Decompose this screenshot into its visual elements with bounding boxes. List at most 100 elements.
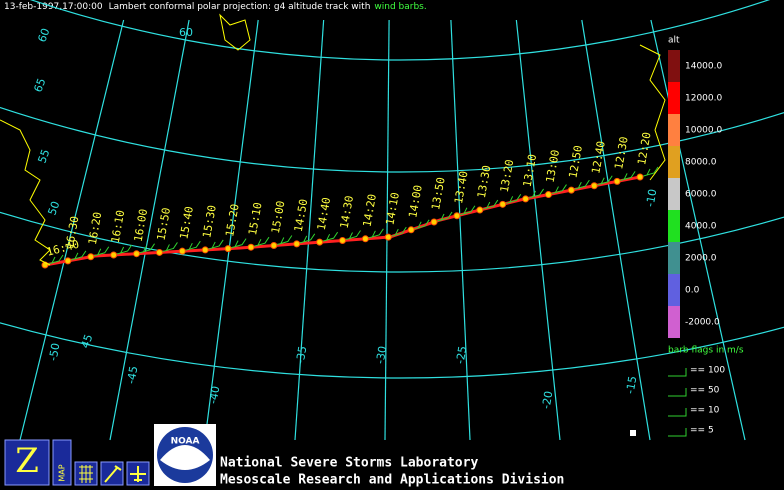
barb-legend-symbol xyxy=(668,388,687,397)
legend-label: 8000.0 xyxy=(685,158,717,168)
wind-barb xyxy=(525,188,544,200)
legend-swatch xyxy=(668,178,680,210)
track-time: 15:10 xyxy=(246,201,265,236)
wind-barb xyxy=(273,235,293,246)
logo-bird xyxy=(160,445,210,470)
track-time: 15:40 xyxy=(177,205,196,240)
track-time: 14:00 xyxy=(406,184,425,219)
legend-swatch xyxy=(668,146,680,178)
legend-label: 2000.0 xyxy=(685,254,717,264)
wind-barb xyxy=(182,240,201,252)
latitude-label: 45 xyxy=(78,332,95,350)
barb-legend-label: == 10 xyxy=(690,406,720,416)
wind-barb xyxy=(571,179,590,191)
toolbar: Z MAP xyxy=(4,439,150,486)
wind-barb xyxy=(502,194,522,205)
legend-label: 10000.0 xyxy=(685,126,722,136)
wind-barb xyxy=(342,230,361,241)
track-time: 13:30 xyxy=(475,164,494,199)
track-time: 16:30 xyxy=(63,215,82,250)
track-point xyxy=(201,246,209,254)
wind-barb xyxy=(411,219,430,231)
tool-icon xyxy=(104,465,122,483)
coastlines xyxy=(0,13,666,266)
wind-barb xyxy=(113,244,133,256)
barb-legend-label: == 50 xyxy=(690,386,720,396)
track-point xyxy=(339,236,346,244)
noaa-logo: NOAA xyxy=(154,424,216,486)
wind-barb xyxy=(639,166,659,178)
track-time: 12:30 xyxy=(612,136,631,171)
longitude-line xyxy=(650,19,746,441)
track-time: 14:40 xyxy=(315,196,334,231)
track-time: 12:40 xyxy=(589,140,608,175)
legend-swatch xyxy=(668,242,680,274)
zoom-button[interactable] xyxy=(4,439,50,486)
track-point xyxy=(110,251,118,259)
track-point xyxy=(590,182,598,190)
map-button[interactable] xyxy=(52,439,72,486)
track-point xyxy=(87,253,95,261)
track-time: 14:10 xyxy=(383,191,402,226)
legend-swatch xyxy=(668,210,680,242)
header-highlight: wind barbs. xyxy=(374,2,426,12)
legend-label: 4000.0 xyxy=(685,222,717,232)
wind-barb xyxy=(159,242,178,253)
wind-barb xyxy=(548,184,567,196)
longitude-line xyxy=(294,19,325,441)
longitude-label: -50 xyxy=(47,342,63,362)
barb-legend-title: barb flags in m/s xyxy=(668,346,744,356)
wind-barb xyxy=(205,239,224,251)
track-time: 13:20 xyxy=(498,158,517,193)
track-time: 15:30 xyxy=(200,204,219,239)
track-time: 16:20 xyxy=(86,211,105,246)
grid-icon xyxy=(79,465,93,483)
legend-swatch xyxy=(668,82,680,114)
longitude-line xyxy=(581,19,651,441)
barb-legend-symbol xyxy=(668,428,687,437)
latitude-line xyxy=(0,322,784,379)
legend-label: 6000.0 xyxy=(685,190,717,200)
track-time: 15:50 xyxy=(155,207,174,242)
barb-legend-label: == 5 xyxy=(690,426,714,436)
track-time: 13:40 xyxy=(452,170,471,205)
longitude-label: -35 xyxy=(294,345,310,365)
header: 13-feb-1997,17:00:00 Lambert conformal po… xyxy=(4,2,427,12)
wind-barb xyxy=(594,175,613,187)
wind-barb xyxy=(456,205,476,217)
track-time: 15:20 xyxy=(223,203,242,238)
longitude-label: -40 xyxy=(207,385,223,405)
track-point xyxy=(476,206,484,214)
track-time: 14:20 xyxy=(360,193,379,228)
track-point xyxy=(293,240,301,248)
aircraft-icon xyxy=(130,466,146,482)
latitude-label: 55 xyxy=(35,147,52,165)
label-marker xyxy=(630,430,636,436)
longitude-line xyxy=(204,19,259,441)
track-time: 14:50 xyxy=(292,198,311,233)
legend-label: 14000.0 xyxy=(685,62,722,72)
track-point xyxy=(636,173,644,181)
latitude-label: 65 xyxy=(31,76,48,94)
legend-title: alt xyxy=(668,36,680,46)
latitude-line xyxy=(30,0,770,61)
longitude-label: -20 xyxy=(540,390,556,410)
header-description: Lambert conformal polar projection: g4 a… xyxy=(109,2,371,12)
footer-line: National Severe Storms Laboratory xyxy=(220,456,478,471)
wind-barb xyxy=(388,226,407,238)
track-point xyxy=(407,226,415,234)
track-point xyxy=(270,242,278,250)
wind-barb xyxy=(479,199,499,211)
longitude-line xyxy=(19,19,125,441)
track-point xyxy=(361,235,369,243)
track-time: 13:50 xyxy=(429,176,448,211)
longitude-line xyxy=(450,19,471,441)
barb-legend-label: == 100 xyxy=(690,366,725,376)
latitude-line xyxy=(0,211,784,273)
map-layer: 45 50 55 60 65 60 -50 -45 -40 -35 -30 -25 -20 -15 -10 1… xyxy=(0,0,784,441)
track-time: 16:10 xyxy=(109,209,128,244)
track-point xyxy=(224,245,232,253)
track-point xyxy=(453,212,461,220)
latitude-label: 50 xyxy=(45,199,62,217)
